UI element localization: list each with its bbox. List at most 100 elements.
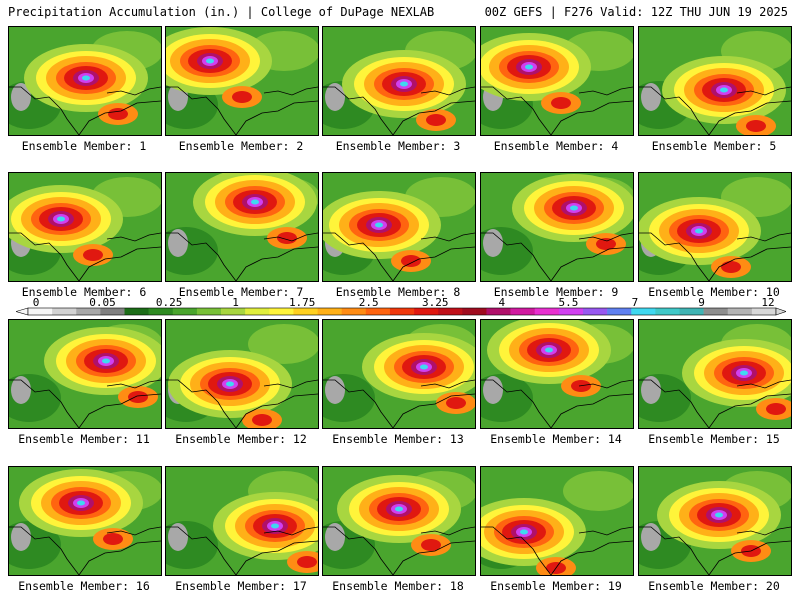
precip-contour xyxy=(271,523,279,529)
state-border xyxy=(9,526,161,575)
ensemble-map-panel xyxy=(638,26,792,136)
precip-field xyxy=(639,324,791,428)
ensemble-member-label: Ensemble Member: 2 xyxy=(178,139,304,153)
border-line xyxy=(736,526,791,536)
run-valid-time: 00Z GEFS | F276 Valid: 12Z THU JUN 19 20… xyxy=(484,5,788,19)
precip-contour xyxy=(325,83,345,111)
precip-contour xyxy=(375,222,383,228)
precip-field xyxy=(323,31,475,135)
ensemble-map-panel xyxy=(638,466,792,576)
colorbar-swatch xyxy=(245,308,270,315)
precip-field xyxy=(166,471,318,575)
state-border xyxy=(323,526,475,575)
colorbar-swatch xyxy=(221,308,246,315)
state-border xyxy=(166,379,318,428)
colorbar-tick-label: 1.75 xyxy=(289,296,316,309)
precip-contour xyxy=(721,261,741,273)
state-border xyxy=(639,379,791,428)
border-line xyxy=(420,232,475,242)
colorbar-swatch xyxy=(365,308,391,315)
state-border xyxy=(323,232,475,281)
precip-contour xyxy=(297,556,317,568)
precip-contour xyxy=(525,64,533,70)
ensemble-map-panel xyxy=(480,172,634,282)
colorbar-swatch xyxy=(269,308,294,315)
ensemble-map-panel xyxy=(480,26,634,136)
ensemble-map-panel xyxy=(322,26,476,136)
ensemble-map-panel xyxy=(638,319,792,429)
ensemble-map-panel xyxy=(8,26,162,136)
border-line xyxy=(736,86,791,96)
precip-contour xyxy=(545,347,553,353)
precip-contour xyxy=(206,58,214,64)
colorbar-swatch xyxy=(124,308,149,315)
precip-contour xyxy=(596,238,616,250)
precip-contour xyxy=(401,255,421,267)
precip-contour xyxy=(251,199,259,205)
colorbar-swatch xyxy=(631,308,656,315)
ensemble-map-panel xyxy=(480,319,634,429)
colorbar-swatch xyxy=(341,308,367,315)
ensemble-map-panel xyxy=(8,172,162,282)
border-line xyxy=(420,526,475,536)
precip-field xyxy=(323,324,475,428)
precip-contour xyxy=(168,229,188,257)
ensemble-member-label: Ensemble Member: 18 xyxy=(332,579,464,593)
colorbar-swatch xyxy=(414,308,439,315)
colorbar-swatch xyxy=(76,308,101,315)
border-line xyxy=(263,526,318,536)
border-line xyxy=(106,232,161,242)
state-border xyxy=(639,86,791,135)
ensemble-map-panel xyxy=(8,466,162,576)
colorbar-swatch xyxy=(534,308,560,315)
precip-contour xyxy=(483,229,503,257)
colorbar-tick-label: 7 xyxy=(632,296,639,309)
precip-contour xyxy=(57,216,65,222)
ensemble-map-panel xyxy=(165,466,319,576)
precip-colorbar: 0 0.05 0.25 1 1.75 2.5 3.25 4 5.5 7 9 12 xyxy=(16,296,786,316)
precip-field xyxy=(166,27,318,135)
precip-contour xyxy=(277,232,297,244)
precip-contour xyxy=(252,414,272,426)
ensemble-member-label: Ensemble Member: 13 xyxy=(332,432,464,446)
border-line xyxy=(578,526,633,536)
precip-contour xyxy=(715,512,723,518)
precip-field xyxy=(166,324,318,428)
state-border xyxy=(9,379,161,428)
ensemble-member-label: Ensemble Member: 20 xyxy=(648,579,780,593)
precip-field xyxy=(481,320,633,428)
border-line xyxy=(263,86,318,96)
ensemble-map-panel xyxy=(480,466,634,576)
colorbar-swatch xyxy=(655,308,680,315)
colorbar-tick-label: 0.05 xyxy=(89,296,116,309)
colorbar-swatch xyxy=(196,308,222,315)
precip-contour xyxy=(325,523,345,551)
state-border xyxy=(639,232,791,281)
colorbar-tick-label: 9 xyxy=(698,296,705,309)
colorbar-swatch xyxy=(52,308,77,315)
colorbar-swatch xyxy=(510,308,536,315)
state-border xyxy=(481,232,633,281)
precip-contour xyxy=(551,97,571,109)
colorbar-swatch xyxy=(558,308,584,315)
state-border xyxy=(639,526,791,575)
border-line xyxy=(578,232,633,242)
colorbar-swatch xyxy=(582,308,608,315)
colorbar-swatch xyxy=(389,308,415,315)
border-line xyxy=(263,379,318,389)
colorbar-swatch xyxy=(317,308,342,315)
colorbar-tick-label: 4 xyxy=(498,296,505,309)
border-line xyxy=(736,232,791,242)
precip-contour xyxy=(720,87,728,93)
precip-contour xyxy=(421,539,441,551)
precip-contour xyxy=(108,108,128,120)
state-border xyxy=(323,86,475,135)
colorbar-swatch xyxy=(486,308,511,315)
ensemble-member-label: Ensemble Member: 8 xyxy=(335,285,461,299)
ensemble-map-panel xyxy=(322,172,476,282)
precip-contour xyxy=(82,75,90,81)
colorbar-tick-label: 3.25 xyxy=(422,296,449,309)
state-border xyxy=(166,232,318,281)
ensemble-member-label: Ensemble Member: 9 xyxy=(493,285,619,299)
border-line xyxy=(106,379,161,389)
